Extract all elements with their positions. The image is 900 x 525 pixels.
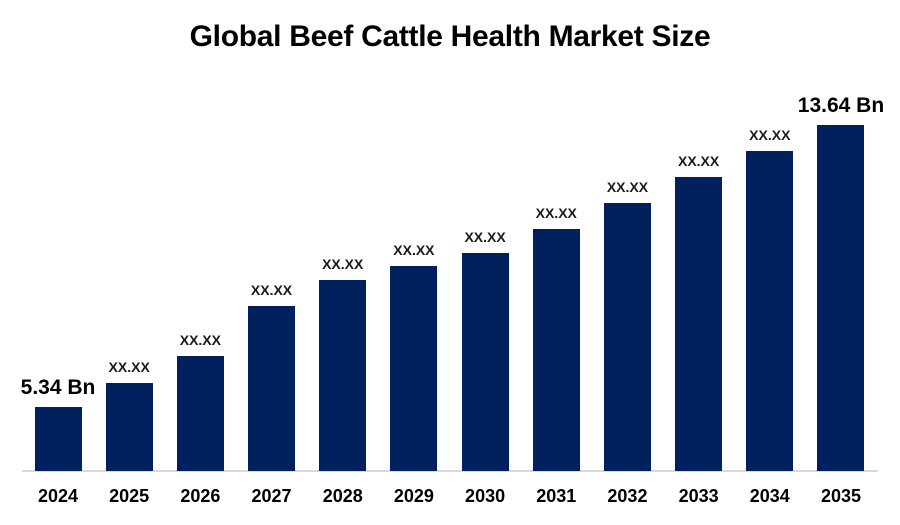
- bar-value-label-2029: XX.XX: [393, 242, 435, 258]
- x-axis-label-2029: 2029: [393, 486, 434, 506]
- chart-title: Global Beef Cattle Health Market Size: [189, 20, 711, 53]
- x-axis-label-2025: 2025: [109, 486, 150, 506]
- bar-2026: [176, 356, 224, 471]
- bar-value-label-2032: XX.XX: [606, 179, 649, 195]
- bar-value-label-2035: 13.64 Bn: [797, 94, 885, 117]
- bar-value-label-2030: XX.XX: [464, 229, 506, 245]
- bar-2024: [34, 407, 82, 471]
- x-axis-label-2027: 2027: [251, 486, 292, 506]
- x-axis-label-2030: 2030: [465, 486, 506, 506]
- x-axis-label-2032: 2032: [607, 486, 648, 506]
- x-axis-label-2028: 2028: [322, 486, 363, 506]
- bar-2027: [248, 306, 296, 471]
- bar-2030: [461, 253, 509, 471]
- x-axis-label-2035: 2035: [820, 486, 861, 506]
- x-axis-label-2026: 2026: [180, 486, 221, 506]
- bar-2029: [390, 266, 438, 471]
- bar-value-label-2025: XX.XX: [108, 359, 150, 375]
- bar-2028: [319, 280, 367, 471]
- bar-value-label-2024: 5.34 Bn: [20, 376, 96, 399]
- bar-value-label-2026: XX.XX: [179, 332, 221, 348]
- bar-value-label-2027: XX.XX: [250, 282, 293, 298]
- bar-2031: [532, 229, 580, 471]
- bar-2033: [675, 177, 723, 471]
- x-axis-line: [22, 470, 878, 472]
- bar-value-label-2031: XX.XX: [535, 205, 577, 221]
- bar-value-label-2028: XX.XX: [322, 256, 364, 272]
- x-axis-label-2031: 2031: [536, 486, 577, 506]
- x-axis-label-2034: 2034: [749, 486, 790, 506]
- bar-value-label-2033: XX.XX: [677, 153, 720, 169]
- x-axis-label-2024: 2024: [37, 486, 79, 506]
- bar-2032: [603, 203, 651, 471]
- bar-2035: [817, 125, 865, 471]
- bar-value-label-2034: XX.XX: [749, 127, 791, 143]
- bar-2034: [746, 151, 794, 471]
- bar-2025: [105, 383, 153, 471]
- x-axis-label-2033: 2033: [678, 486, 719, 506]
